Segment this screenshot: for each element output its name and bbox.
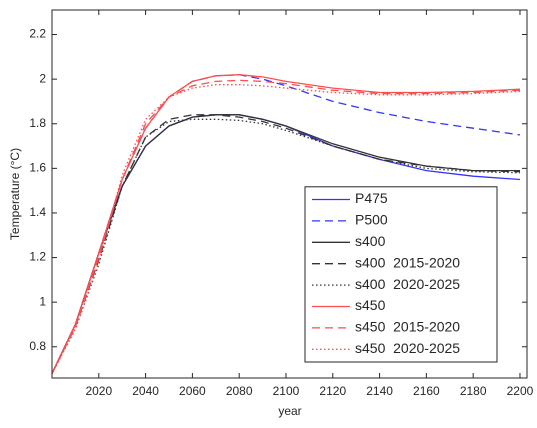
x-tick-label: 2180 xyxy=(460,384,487,398)
x-tick-label: 2140 xyxy=(366,384,393,398)
y-tick-label: 1.8 xyxy=(29,116,46,130)
y-tick-label: 1.2 xyxy=(29,250,46,264)
y-axis-label: Temperature (°C) xyxy=(8,148,22,240)
legend-label: s450 xyxy=(355,297,386,313)
legend-label: s400 2020-2025 xyxy=(355,276,460,292)
y-tick-label: 2.2 xyxy=(29,27,46,41)
legend-label: s450 2020-2025 xyxy=(355,340,460,356)
x-tick-label: 2060 xyxy=(179,384,206,398)
legend-label: s450 2015-2020 xyxy=(355,319,460,335)
x-tick-label: 2160 xyxy=(413,384,440,398)
legend-label: s400 2015-2020 xyxy=(355,254,460,270)
x-tick-label: 2120 xyxy=(319,384,346,398)
legend-label: P475 xyxy=(355,190,388,206)
series-line xyxy=(51,84,521,374)
x-tick-label: 2100 xyxy=(273,384,300,398)
x-tick-label: 2020 xyxy=(85,384,112,398)
y-tick-label: 0.8 xyxy=(29,339,46,353)
y-tick-label: 1 xyxy=(39,294,46,308)
legend-label: s400 xyxy=(355,233,386,249)
x-tick-label: 2040 xyxy=(132,384,159,398)
series-line xyxy=(51,79,521,374)
x-axis-label: year xyxy=(278,404,301,418)
legend-label: P500 xyxy=(355,212,388,228)
y-tick-label: 1.4 xyxy=(29,205,46,219)
x-tick-label: 2080 xyxy=(226,384,253,398)
x-tick-label: 2200 xyxy=(507,384,534,398)
legend-box xyxy=(304,186,498,363)
series-line xyxy=(51,114,521,374)
y-tick-label: 2 xyxy=(39,71,46,85)
axes-frame xyxy=(51,9,528,379)
y-tick-label: 1.6 xyxy=(29,161,46,175)
